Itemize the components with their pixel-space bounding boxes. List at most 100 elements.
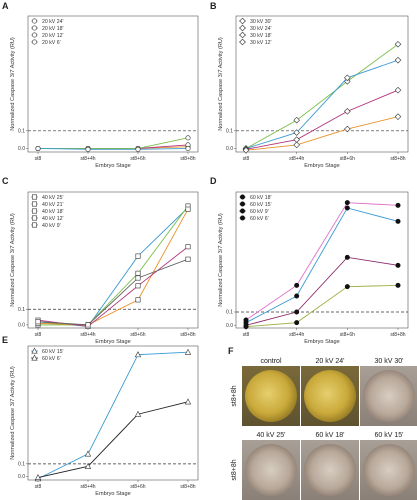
data-point [135, 146, 141, 152]
data-point [31, 354, 38, 361]
data-point [394, 56, 402, 64]
photo-row-label: st8+8h [231, 459, 238, 480]
data-point [184, 348, 192, 355]
embryo-photo: 60 kV 15' [360, 432, 417, 500]
x-axis-label: Embryo Stage [95, 491, 130, 497]
y-tick-label: 0.1 [18, 129, 25, 135]
data-point [344, 254, 350, 260]
photo-label: 60 kV 15' [375, 432, 404, 439]
series [242, 40, 402, 152]
data-point [85, 146, 91, 152]
y-tick-label: 0.0 [226, 146, 233, 152]
series-line [37, 208, 189, 326]
data-point [185, 256, 191, 262]
x-tick-label: st8+8h [180, 156, 195, 162]
y-axis-label: Normalized Caspase 3/7 Activity (RU) [10, 37, 16, 131]
legend-entry: 30 kV 18' [250, 33, 271, 39]
x-tick-label: st8+8h [390, 332, 405, 338]
data-point [135, 297, 141, 303]
legend-entry: 40 kV 25' [42, 195, 63, 201]
panel-letter: A [2, 1, 9, 11]
series-line [245, 59, 399, 149]
series [242, 86, 402, 153]
x-tick-label: st8+4h [80, 484, 95, 490]
y-tick-label: 0.0 [226, 323, 233, 329]
data-point [31, 215, 37, 221]
series-line [245, 116, 399, 151]
data-point [185, 244, 191, 250]
y-axis-label: Normalized Caspase 3/7 Activity (RU) [10, 213, 16, 307]
x-tick-label: st8+4h [289, 156, 304, 162]
x-tick-label: st8+6h [340, 332, 355, 338]
embryo [363, 444, 415, 496]
x-axis-label: Embryo Stage [304, 339, 339, 345]
data-point [31, 347, 38, 354]
x-tick-label: st8+8h [390, 156, 405, 162]
y-axis-label: Normalized Caspase 3/7 Activity (RU) [10, 366, 16, 460]
data-point [31, 201, 37, 207]
series-line [245, 256, 399, 326]
series [35, 244, 191, 329]
legend-entry: 60 kV 9' [250, 209, 269, 215]
x-tick-label: st8+6h [130, 484, 145, 490]
panel-letter: C [2, 176, 9, 186]
panel-c: C 0.0 0.1 st8 st8+4h st8+6h st8+8h Embryo Stage… [2, 176, 199, 345]
data-point [293, 116, 300, 124]
x-tick-label: st8 [243, 156, 250, 162]
data-point [240, 194, 246, 200]
legend-entry: 60 kV 15' [42, 349, 63, 355]
data-point [394, 40, 402, 48]
y-tick-label: 0.1 [226, 129, 233, 135]
embryo-photo: 20 kV 24' [301, 358, 359, 426]
data-point [395, 218, 401, 224]
data-point [185, 145, 191, 151]
series [35, 256, 191, 328]
data-point [184, 398, 192, 405]
series [34, 348, 192, 482]
legend-entry: 20 kV 18' [42, 26, 63, 32]
panel-letter: F [228, 346, 234, 356]
x-tick-label: st8+4h [80, 156, 95, 162]
legend: 20 kV 24'20 kV 18'20 kV 12'20 kV 6' [31, 18, 63, 46]
data-point [134, 410, 142, 417]
data-point [293, 129, 300, 136]
data-point [243, 324, 249, 330]
panel-a: A 0.0 0.1 st8 st8+4h st8+6h st8+8h Embryo Stage… [2, 1, 199, 169]
data-point [293, 136, 300, 143]
data-point [394, 86, 402, 94]
data-point [31, 194, 37, 200]
x-tick-label: st8 [243, 332, 250, 338]
data-point [84, 462, 92, 469]
data-point [34, 474, 42, 481]
data-point [293, 141, 300, 149]
data-point [395, 282, 401, 288]
data-point [31, 32, 37, 38]
y-tick-label: 0.1 [226, 310, 233, 316]
y-axis-label: Normalized Caspase 3/7 Activity (RU) [218, 213, 224, 307]
data-point [294, 293, 300, 299]
data-point [135, 253, 141, 259]
series-line [245, 202, 399, 321]
legend-entry: 30 kV 12' [250, 40, 271, 46]
series-line [37, 351, 189, 480]
data-point [240, 215, 246, 221]
photo-label: 60 kV 18' [316, 432, 345, 439]
panel-letter: B [210, 1, 217, 11]
photo-row: st8+8h control 20 kV 24' 30 kV 30' [231, 358, 417, 426]
data-point [344, 205, 350, 211]
embryo [304, 370, 356, 422]
series-line [38, 205, 189, 326]
data-point [31, 39, 37, 45]
data-point [31, 25, 37, 31]
data-point [344, 108, 351, 115]
embryo-photo: control [242, 358, 300, 426]
data-point [239, 17, 246, 25]
data-point [242, 146, 250, 154]
data-point [135, 270, 141, 276]
data-point [294, 320, 300, 326]
legend-entry: 40 kV 21' [42, 202, 63, 208]
panel-e: E 0.0 0.1 st8 st8+4h st8+6h st8+8h Embryo Stage… [2, 335, 199, 497]
x-axis-label: Embryo Stage [95, 339, 130, 345]
